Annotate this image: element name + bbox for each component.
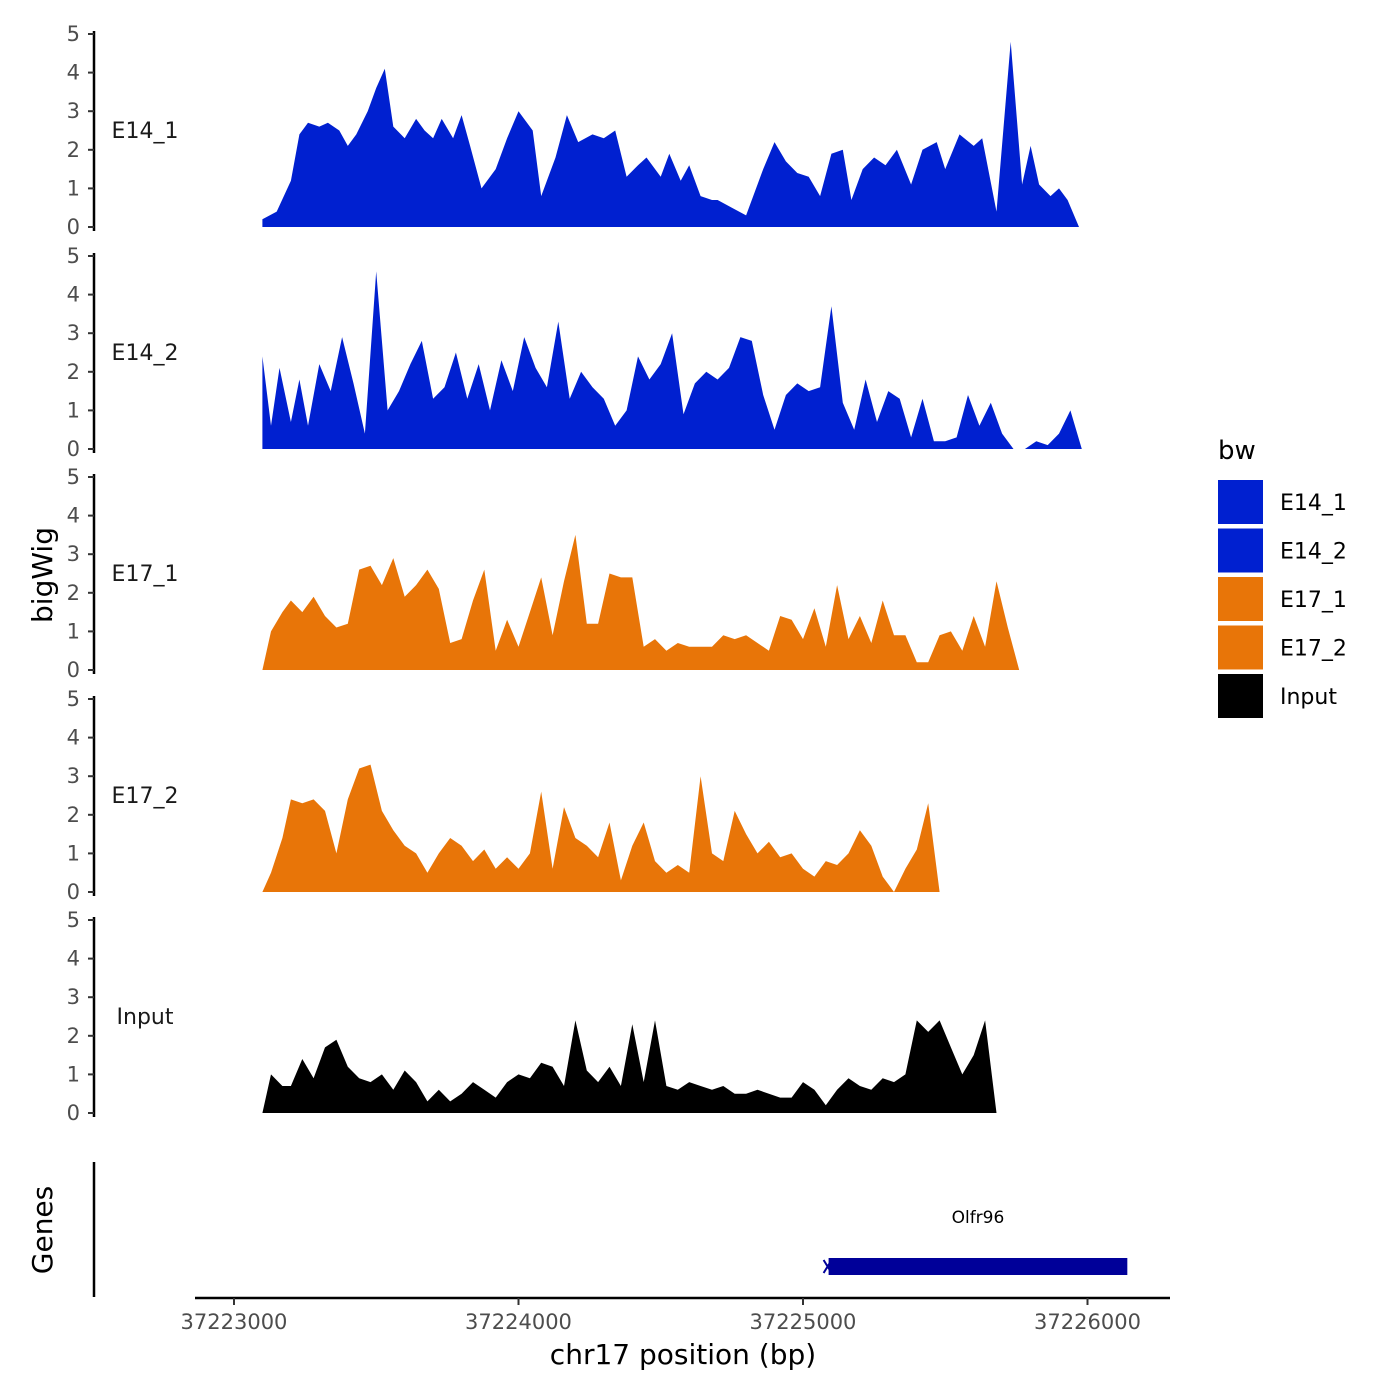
genes-panel: Olfr96 bbox=[92, 1162, 1128, 1297]
tracks-layer: 0 1 2 3 4 5 E14_1 0 1 2 3 4 5 E14_2 0 1 2 3 4 5 E17_1 0 1 2 3 4 5 E… bbox=[67, 22, 1125, 1125]
legend-label: E14_2 bbox=[1280, 540, 1347, 565]
y-tick-label: 0 bbox=[67, 437, 80, 461]
y-tick-label: 0 bbox=[67, 880, 80, 904]
y-tick-label: 1 bbox=[67, 619, 80, 643]
y-tick-label: 3 bbox=[67, 542, 80, 566]
y-tick-label: 0 bbox=[67, 658, 80, 682]
track-Input: 0 1 2 3 4 5 Input bbox=[67, 908, 1125, 1125]
legend-label: E17_1 bbox=[1280, 588, 1347, 613]
y-tick-label: 4 bbox=[67, 61, 80, 85]
y-tick-label: 1 bbox=[67, 841, 80, 865]
area-E17_1 bbox=[262, 534, 1125, 670]
gene-body bbox=[828, 1258, 1128, 1275]
area-E14_2 bbox=[262, 271, 1125, 449]
y-tick-label: 5 bbox=[67, 908, 80, 932]
y-tick-label: 1 bbox=[67, 176, 80, 200]
y-tick-label: 5 bbox=[67, 244, 80, 268]
y-tick-label: 2 bbox=[67, 360, 80, 384]
y-tick-label: 2 bbox=[67, 1024, 80, 1048]
x-tick-label: 37224000 bbox=[465, 1310, 572, 1334]
legend-label: Input bbox=[1280, 685, 1337, 710]
gene-label: Olfr96 bbox=[952, 1208, 1005, 1228]
genes-panel-title: Genes bbox=[26, 1186, 59, 1274]
x-tick-label: 37225000 bbox=[750, 1310, 857, 1334]
track-E14_2: 0 1 2 3 4 5 E14_2 bbox=[67, 244, 1125, 461]
legend-swatch bbox=[1218, 577, 1263, 621]
area-Input bbox=[262, 1020, 1125, 1113]
track-label: Input bbox=[117, 1005, 174, 1030]
legend-label: E17_2 bbox=[1280, 637, 1347, 662]
y-tick-label: 3 bbox=[67, 985, 80, 1009]
y-tick-label: 5 bbox=[67, 465, 80, 489]
x-axis: 37223000 37224000 37225000 37226000 bbox=[181, 1296, 1170, 1334]
track-label: E17_1 bbox=[112, 562, 179, 587]
x-tick-label: 37223000 bbox=[181, 1310, 288, 1334]
area-E14_1 bbox=[262, 41, 1125, 228]
gene-start-marker bbox=[822, 1259, 833, 1274]
track-label: E14_1 bbox=[112, 119, 179, 144]
track-E17_1: 0 1 2 3 4 5 E17_1 bbox=[67, 465, 1125, 682]
legend-title: bw bbox=[1218, 436, 1256, 466]
y-tick-label: 2 bbox=[67, 138, 80, 162]
area-E17_2 bbox=[262, 764, 1125, 892]
x-tick-label: 37226000 bbox=[1034, 1310, 1141, 1334]
y-tick-label: 4 bbox=[67, 947, 80, 971]
y-tick-label: 1 bbox=[67, 398, 80, 422]
y-tick-label: 3 bbox=[67, 99, 80, 123]
legend-swatch bbox=[1218, 625, 1263, 670]
y-tick-label: 1 bbox=[67, 1062, 80, 1086]
y-tick-label: 2 bbox=[67, 581, 80, 605]
y-tick-label: 0 bbox=[67, 1101, 80, 1125]
y-tick-label: 4 bbox=[67, 283, 80, 307]
y-tick-label: 4 bbox=[67, 726, 80, 750]
y-tick-label: 5 bbox=[67, 687, 80, 711]
legend-swatch bbox=[1218, 674, 1263, 718]
track-label: E17_2 bbox=[112, 784, 179, 809]
legend-label: E14_1 bbox=[1280, 491, 1347, 516]
y-tick-label: 5 bbox=[67, 22, 80, 46]
legend: bw E14_1 E14_2 E17_1 E17_2 Input bbox=[1218, 436, 1347, 718]
y-axis-title: bigWig bbox=[26, 527, 59, 623]
track-E14_1: 0 1 2 3 4 5 E14_1 bbox=[67, 22, 1125, 239]
x-axis-title: chr17 position (bp) bbox=[550, 1338, 816, 1371]
y-tick-label: 4 bbox=[67, 504, 80, 528]
y-tick-label: 2 bbox=[67, 803, 80, 827]
legend-swatch bbox=[1218, 528, 1263, 573]
track-E17_2: 0 1 2 3 4 5 E17_2 bbox=[67, 687, 1125, 904]
legend-swatch bbox=[1218, 480, 1263, 524]
y-tick-label: 3 bbox=[67, 764, 80, 788]
y-tick-label: 3 bbox=[67, 321, 80, 345]
y-tick-label: 0 bbox=[67, 215, 80, 239]
track-label: E14_2 bbox=[112, 341, 179, 366]
